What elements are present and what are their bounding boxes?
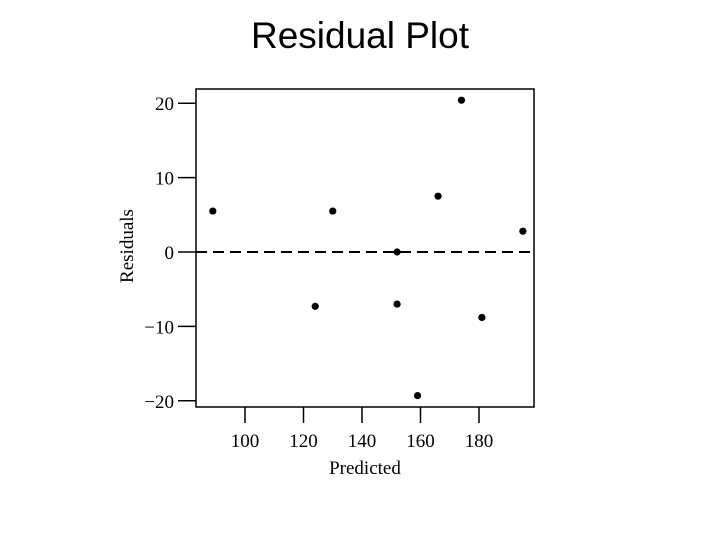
y-tick-label: 10 bbox=[155, 169, 174, 190]
plot-frame bbox=[195, 88, 535, 408]
x-tick-label: 160 bbox=[406, 431, 435, 452]
data-point bbox=[393, 300, 401, 308]
chart-title: Residual Plot bbox=[250, 15, 469, 56]
y-axis-label: Residuals bbox=[117, 209, 138, 283]
y-tick-label: 20 bbox=[155, 94, 174, 115]
x-tick-label: 100 bbox=[231, 431, 260, 452]
data-point bbox=[478, 313, 486, 322]
x-tick-label: 120 bbox=[289, 431, 318, 452]
y-tick-label: −20 bbox=[144, 392, 174, 413]
data-point bbox=[329, 207, 337, 215]
data-point bbox=[413, 391, 422, 400]
data-point bbox=[434, 192, 442, 200]
data-point bbox=[311, 302, 319, 310]
y-tick-label: 0 bbox=[165, 243, 175, 264]
x-tick-label: 140 bbox=[348, 431, 377, 452]
x-tick-label: 180 bbox=[465, 431, 494, 452]
y-tick-label: −10 bbox=[144, 317, 174, 338]
data-point bbox=[393, 248, 401, 256]
x-axis-label: Predicted bbox=[329, 458, 401, 479]
data-point bbox=[457, 96, 466, 104]
data-point bbox=[209, 207, 217, 215]
data-point bbox=[519, 227, 527, 235]
